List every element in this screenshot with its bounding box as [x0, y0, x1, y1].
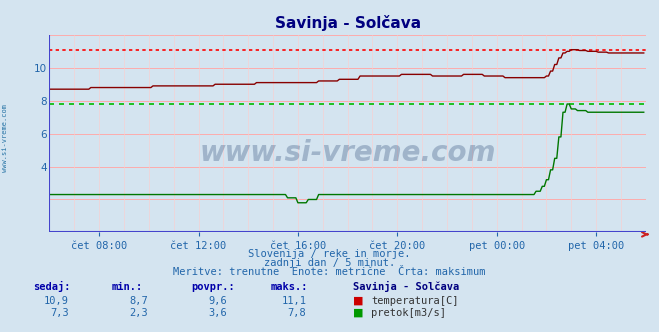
Text: 10,9: 10,9: [44, 296, 69, 306]
Text: Savinja - Solčava: Savinja - Solčava: [353, 282, 459, 292]
Text: maks.:: maks.:: [270, 283, 308, 292]
Text: www.si-vreme.com: www.si-vreme.com: [200, 139, 496, 167]
Text: 3,6: 3,6: [209, 308, 227, 318]
Text: min.:: min.:: [112, 283, 143, 292]
Text: Slovenija / reke in morje.: Slovenija / reke in morje.: [248, 249, 411, 259]
Text: Meritve: trenutne  Enote: metrične  Črta: maksimum: Meritve: trenutne Enote: metrične Črta: …: [173, 267, 486, 277]
Text: povpr.:: povpr.:: [191, 283, 235, 292]
Text: pretok[m3/s]: pretok[m3/s]: [371, 308, 446, 318]
Title: Savinja - Solčava: Savinja - Solčava: [275, 15, 420, 31]
Text: 9,6: 9,6: [209, 296, 227, 306]
Text: zadnji dan / 5 minut.: zadnji dan / 5 minut.: [264, 258, 395, 268]
Text: www.si-vreme.com: www.si-vreme.com: [2, 104, 9, 172]
Text: ■: ■: [353, 308, 363, 318]
Text: sedaj:: sedaj:: [33, 282, 71, 292]
Text: 2,3: 2,3: [130, 308, 148, 318]
Text: 8,7: 8,7: [130, 296, 148, 306]
Text: ■: ■: [353, 296, 363, 306]
Text: 7,3: 7,3: [51, 308, 69, 318]
Text: 7,8: 7,8: [288, 308, 306, 318]
Text: 11,1: 11,1: [281, 296, 306, 306]
Text: temperatura[C]: temperatura[C]: [371, 296, 459, 306]
